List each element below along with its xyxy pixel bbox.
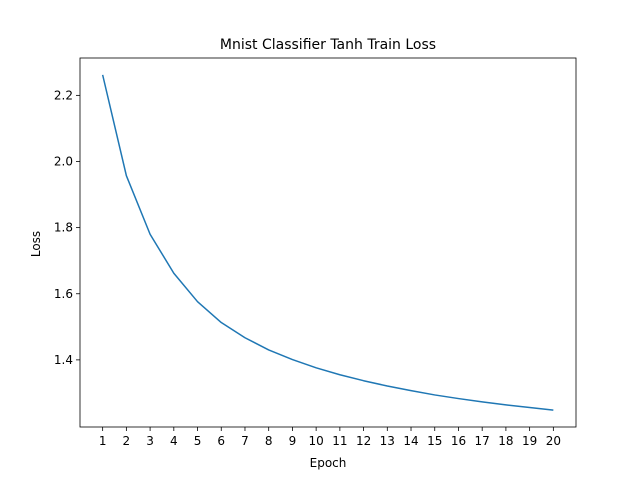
x-tick-label-7: 7: [241, 434, 249, 448]
series-line-0: [101, 74, 554, 411]
x-axis-label: Epoch: [310, 456, 347, 470]
y-axis-label: Loss: [29, 231, 43, 257]
x-tick-label-2: 2: [123, 434, 131, 448]
x-tick-label-10: 10: [308, 434, 323, 448]
x-tick-label-14: 14: [403, 434, 418, 448]
x-tick-label-11: 11: [332, 434, 347, 448]
y-tick-label-2.0: 2.0: [54, 154, 73, 168]
x-tick-label-6: 6: [217, 434, 225, 448]
x-tick-label-20: 20: [546, 434, 561, 448]
x-tick-label-19: 19: [522, 434, 537, 448]
x-tick-label-18: 18: [498, 434, 513, 448]
x-tick-label-4: 4: [170, 434, 178, 448]
x-tick-label-16: 16: [451, 434, 466, 448]
y-tick-label-1.4: 1.4: [54, 353, 73, 367]
x-tick-label-1: 1: [99, 434, 107, 448]
x-tick-label-5: 5: [194, 434, 202, 448]
y-tick-label-1.6: 1.6: [54, 287, 73, 301]
x-tick-label-13: 13: [380, 434, 395, 448]
plot-frame: [79, 57, 577, 428]
chart-title: Mnist Classifier Tanh Train Loss: [220, 37, 436, 53]
x-tick-label-8: 8: [265, 434, 273, 448]
x-tick-label-9: 9: [289, 434, 297, 448]
x-tick-label-15: 15: [427, 434, 442, 448]
x-tick-label-3: 3: [146, 434, 154, 448]
y-tick-label-1.8: 1.8: [54, 221, 73, 235]
plot-area: 1 2 3 4 5 6 7 8 9 10 11 12 13 14 15 16 17 18 19 201.41.61.8…: [54, 57, 577, 448]
x-tick-label-12: 12: [356, 434, 371, 448]
y-tick-label-2.2: 2.2: [54, 88, 73, 102]
x-tick-label-17: 17: [475, 434, 490, 448]
